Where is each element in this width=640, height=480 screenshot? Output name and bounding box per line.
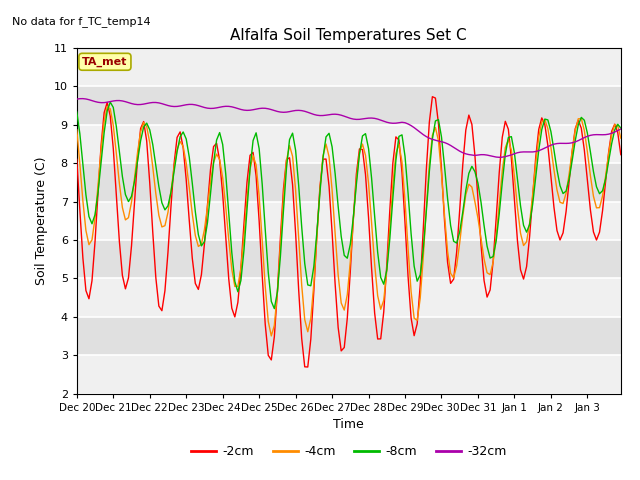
Bar [77,125,621,163]
Bar [77,163,621,202]
Bar [77,240,621,278]
Text: No data for f_TC_temp14: No data for f_TC_temp14 [12,16,150,27]
Bar [77,278,621,317]
Legend: -2cm, -4cm, -8cm, -32cm: -2cm, -4cm, -8cm, -32cm [186,440,511,463]
Bar [77,86,621,125]
Bar [77,48,621,86]
Bar [77,355,621,394]
Bar [77,317,621,355]
Y-axis label: Soil Temperature (C): Soil Temperature (C) [35,156,48,285]
Text: TA_met: TA_met [82,57,127,67]
X-axis label: Time: Time [333,418,364,431]
Bar [77,202,621,240]
Title: Alfalfa Soil Temperatures Set C: Alfalfa Soil Temperatures Set C [230,28,467,43]
